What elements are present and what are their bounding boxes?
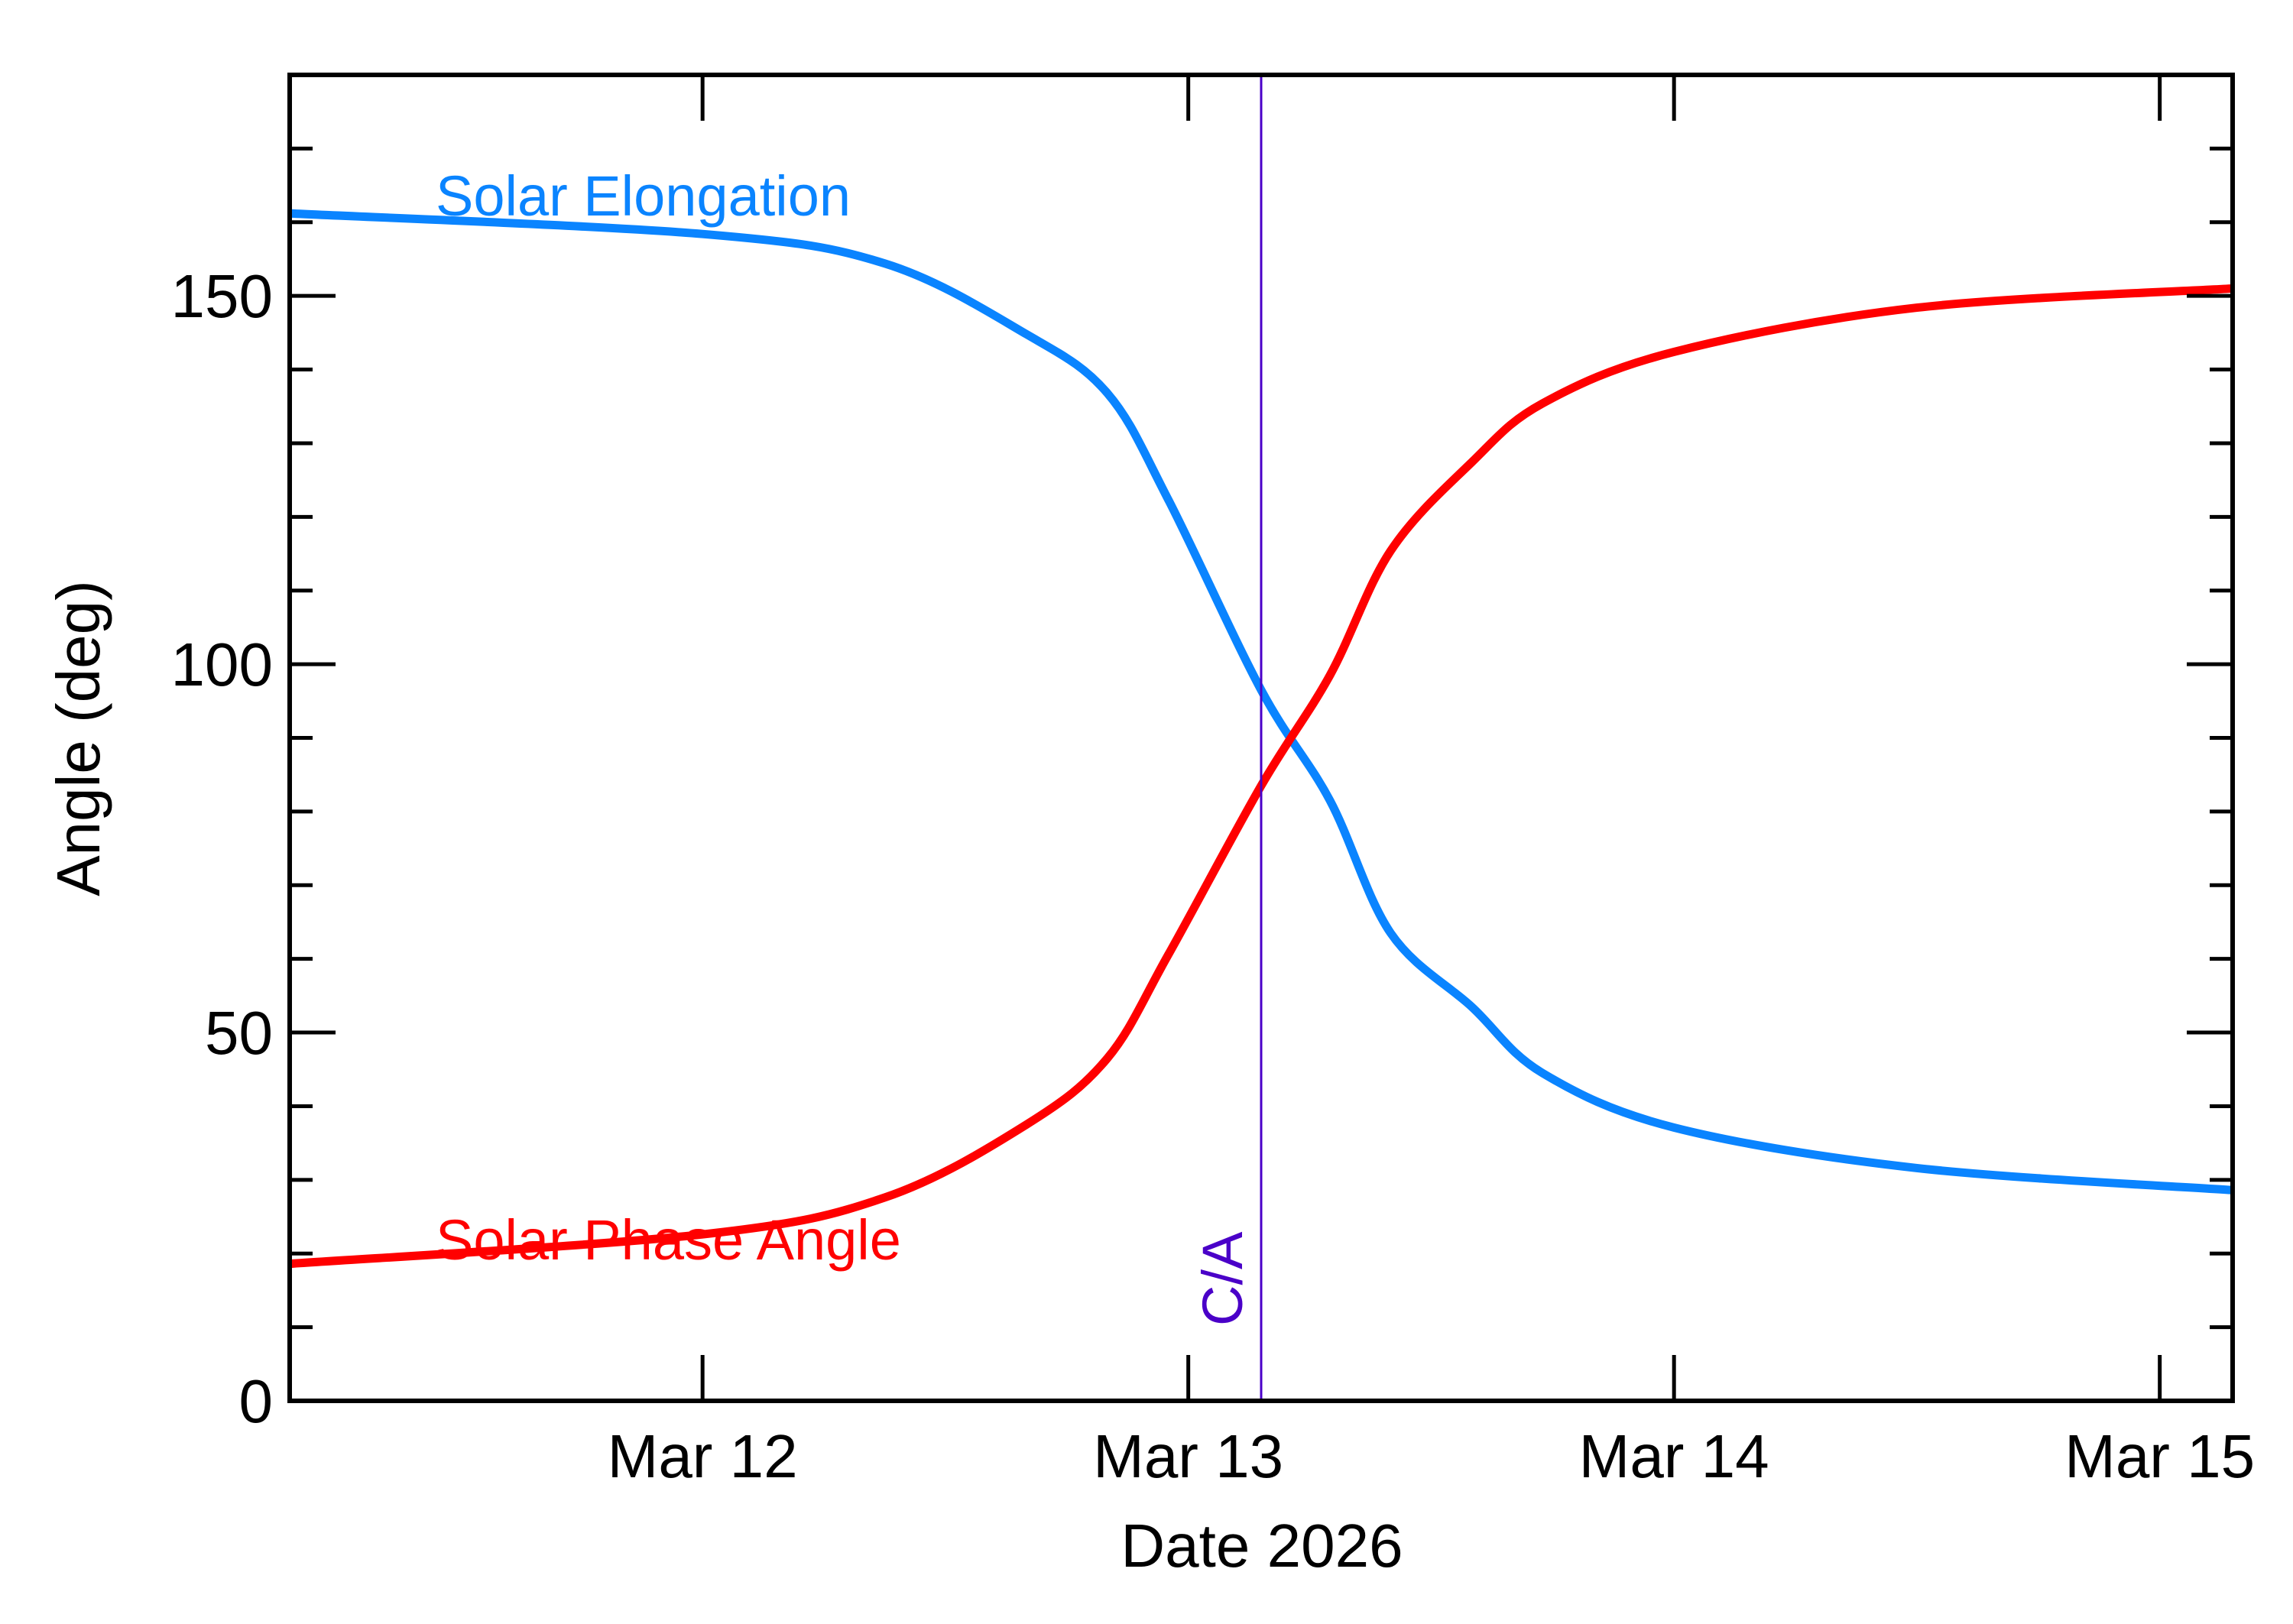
x-axis-title: Date 2026 <box>1121 1512 1403 1580</box>
x-tick-label: Mar 13 <box>1093 1422 1283 1490</box>
y-tick-label: 100 <box>171 630 273 699</box>
plot-area: Solar Elongation Solar Phase Angle C/A <box>289 75 2233 1401</box>
x-tick-label: Mar 15 <box>2064 1422 2255 1490</box>
y-tick-label: 0 <box>239 1367 274 1435</box>
solar-phase-angle-line <box>289 284 2233 1269</box>
solar-elongation-line <box>289 209 2233 1194</box>
y-tick-label: 50 <box>205 999 273 1067</box>
axes: 0 50 100 150 Mar 12 Mar 13 Mar 14 Mar 15 <box>171 73 2255 1490</box>
closest-approach-label: C/A <box>1191 1231 1254 1326</box>
x-tick-label: Mar 14 <box>1579 1422 1769 1490</box>
solar-elongation-label: Solar Elongation <box>436 164 851 228</box>
y-tick-label: 150 <box>171 262 273 330</box>
x-tick-label: Mar 12 <box>608 1422 798 1490</box>
solar-phase-angle-label: Solar Phase Angle <box>436 1208 901 1272</box>
y-axis-title: Angle (deg) <box>44 580 112 896</box>
